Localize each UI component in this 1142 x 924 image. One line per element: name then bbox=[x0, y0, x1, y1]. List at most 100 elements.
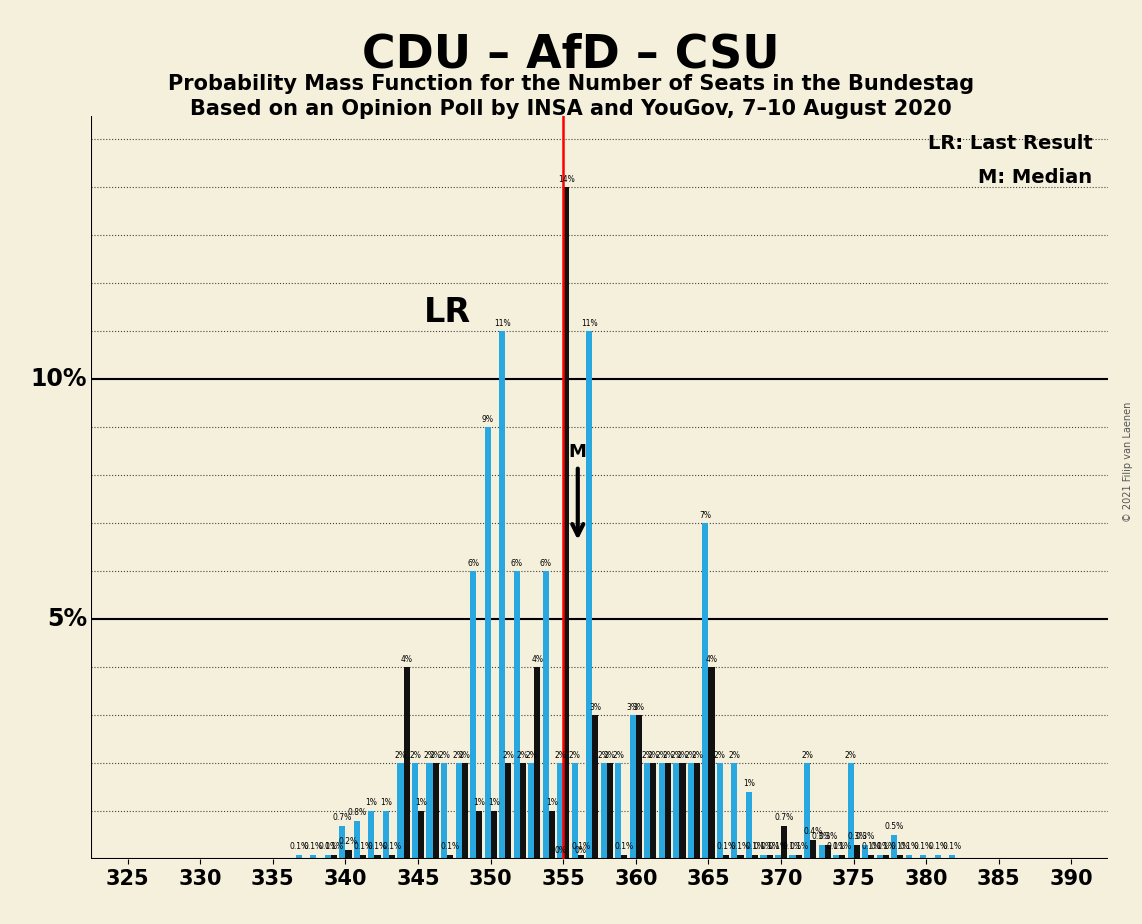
Bar bbox=[354, 821, 360, 859]
Bar bbox=[702, 523, 708, 859]
Text: 0%: 0% bbox=[574, 846, 587, 856]
Bar bbox=[412, 763, 418, 859]
Text: 2%: 2% bbox=[429, 750, 442, 760]
Text: 0.1%: 0.1% bbox=[571, 842, 590, 851]
Text: 2%: 2% bbox=[452, 750, 465, 760]
Text: 2%: 2% bbox=[801, 750, 813, 760]
Bar bbox=[810, 840, 817, 859]
Text: 0.8%: 0.8% bbox=[347, 808, 367, 817]
Bar bbox=[557, 763, 563, 859]
Text: 0.1%: 0.1% bbox=[354, 842, 372, 851]
Bar bbox=[418, 811, 424, 859]
Text: 0.1%: 0.1% bbox=[833, 842, 852, 851]
Bar bbox=[665, 763, 671, 859]
Text: 0.1%: 0.1% bbox=[754, 842, 773, 851]
Text: 6%: 6% bbox=[467, 558, 480, 567]
Text: 1%: 1% bbox=[546, 798, 557, 808]
Text: 2%: 2% bbox=[459, 750, 471, 760]
Text: 0.1%: 0.1% bbox=[761, 842, 779, 851]
Text: 0.3%: 0.3% bbox=[847, 833, 867, 841]
Text: Probability Mass Function for the Number of Seats in the Bundestag: Probability Mass Function for the Number… bbox=[168, 74, 974, 94]
Bar bbox=[296, 855, 301, 859]
Bar bbox=[433, 763, 439, 859]
Bar bbox=[360, 855, 367, 859]
Text: 2%: 2% bbox=[662, 750, 674, 760]
Text: 0.1%: 0.1% bbox=[614, 842, 634, 851]
Text: 1%: 1% bbox=[473, 798, 485, 808]
Bar bbox=[572, 763, 578, 859]
Bar bbox=[520, 763, 525, 859]
Text: 0.1%: 0.1% bbox=[789, 842, 809, 851]
Text: Based on an Opinion Poll by INSA and YouGov, 7–10 August 2020: Based on an Opinion Poll by INSA and You… bbox=[190, 99, 952, 119]
Bar bbox=[375, 855, 380, 859]
Bar bbox=[499, 332, 505, 859]
Bar bbox=[898, 855, 903, 859]
Bar bbox=[723, 855, 729, 859]
Text: CDU – AfD – CSU: CDU – AfD – CSU bbox=[362, 32, 780, 78]
Text: 0%: 0% bbox=[554, 846, 566, 856]
Text: LR: Last Result: LR: Last Result bbox=[927, 134, 1093, 153]
Text: 0.7%: 0.7% bbox=[774, 813, 794, 821]
Bar bbox=[505, 763, 512, 859]
Bar bbox=[833, 855, 839, 859]
Bar bbox=[383, 811, 389, 859]
Bar bbox=[586, 332, 593, 859]
Text: 0.3%: 0.3% bbox=[818, 833, 837, 841]
Text: 0.1%: 0.1% bbox=[899, 842, 918, 851]
Text: 2%: 2% bbox=[439, 750, 450, 760]
Text: 2%: 2% bbox=[424, 750, 435, 760]
Bar bbox=[650, 763, 657, 859]
Bar bbox=[491, 811, 497, 859]
Bar bbox=[476, 811, 482, 859]
Bar bbox=[629, 715, 636, 859]
Bar bbox=[775, 855, 781, 859]
Bar bbox=[674, 763, 679, 859]
Text: 2%: 2% bbox=[670, 750, 682, 760]
Bar bbox=[403, 667, 410, 859]
Bar bbox=[578, 855, 584, 859]
Text: 2%: 2% bbox=[729, 750, 740, 760]
Bar bbox=[766, 855, 773, 859]
Text: 0.2%: 0.2% bbox=[339, 837, 359, 845]
Bar bbox=[484, 428, 491, 859]
Text: 0.1%: 0.1% bbox=[731, 842, 750, 851]
Text: 0.1%: 0.1% bbox=[289, 842, 308, 851]
Bar bbox=[868, 855, 875, 859]
Bar bbox=[542, 571, 548, 859]
Text: 0.1%: 0.1% bbox=[891, 842, 910, 851]
Text: 0.1%: 0.1% bbox=[914, 842, 933, 851]
Text: 0.1%: 0.1% bbox=[928, 842, 947, 851]
Bar bbox=[877, 855, 883, 859]
Bar bbox=[761, 855, 766, 859]
Text: 0.1%: 0.1% bbox=[716, 842, 735, 851]
Text: 0.1%: 0.1% bbox=[304, 842, 323, 851]
Bar bbox=[528, 763, 534, 859]
Text: 3%: 3% bbox=[589, 702, 602, 711]
Bar bbox=[738, 855, 743, 859]
Text: 0.1%: 0.1% bbox=[769, 842, 788, 851]
Text: 0.1%: 0.1% bbox=[746, 842, 765, 851]
Bar bbox=[659, 763, 665, 859]
Text: 2%: 2% bbox=[685, 750, 697, 760]
Text: 2%: 2% bbox=[845, 750, 856, 760]
Text: 0.1%: 0.1% bbox=[383, 842, 402, 851]
Text: 4%: 4% bbox=[531, 654, 544, 663]
Bar bbox=[389, 855, 395, 859]
Bar bbox=[717, 763, 723, 859]
Bar bbox=[687, 763, 694, 859]
Bar bbox=[606, 763, 613, 859]
Bar bbox=[471, 571, 476, 859]
Text: 2%: 2% bbox=[612, 750, 625, 760]
Text: 6%: 6% bbox=[540, 558, 552, 567]
Text: M: M bbox=[569, 443, 587, 461]
Text: 2%: 2% bbox=[597, 750, 610, 760]
Bar bbox=[548, 811, 555, 859]
Bar bbox=[825, 845, 830, 859]
Text: 3%: 3% bbox=[633, 702, 645, 711]
Text: 2%: 2% bbox=[525, 750, 537, 760]
Text: 0.3%: 0.3% bbox=[855, 833, 875, 841]
Text: 0.5%: 0.5% bbox=[885, 822, 903, 832]
Text: 1%: 1% bbox=[416, 798, 427, 808]
Bar bbox=[853, 845, 860, 859]
Text: 1%: 1% bbox=[380, 798, 392, 808]
